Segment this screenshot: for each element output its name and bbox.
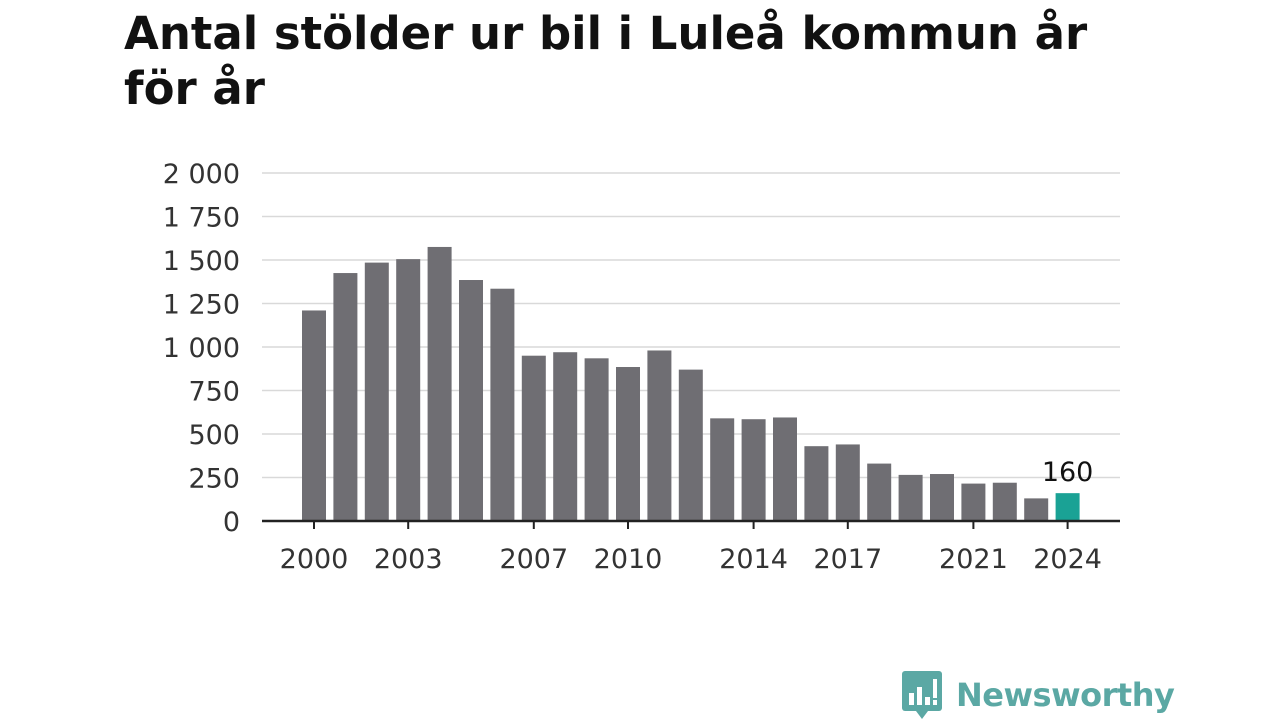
bar-2016: [804, 446, 829, 521]
bar-2024: [1055, 493, 1080, 521]
newsworthy-logo[interactable]: Newsworthy: [902, 671, 1175, 719]
x-tick-label: 2007: [499, 544, 568, 575]
x-tick-label: 2003: [374, 544, 443, 575]
data-label-2024: 160: [1042, 457, 1094, 488]
x-tick-label: 2000: [280, 544, 349, 575]
chart-title: Antal stölder ur bil i Luleå kommun år f…: [124, 7, 1088, 115]
bar-2009: [584, 358, 609, 521]
x-axis: 2000 2003 2007 2010 2014 2017 2021 2024: [262, 519, 1120, 575]
bar-2007: [521, 355, 546, 521]
y-axis-labels: 0 250 500 750 1 000 1 250 1 500 1 750 2 000: [163, 159, 240, 538]
x-tick-label: 2024: [1033, 544, 1102, 575]
bar-2014: [741, 419, 766, 521]
bar-2019: [898, 474, 923, 521]
y-tick-label: 1 250: [163, 290, 240, 321]
y-tick-label: 0: [223, 507, 240, 538]
x-tick-label: 2017: [813, 544, 882, 575]
y-tick-label: 1 750: [163, 203, 240, 234]
bar-2012: [678, 369, 703, 521]
bar-2023: [1024, 498, 1049, 521]
x-tick-label: 2021: [939, 544, 1008, 575]
bar-2005: [459, 280, 483, 521]
bar-2018: [867, 463, 892, 521]
bar-2011: [647, 350, 672, 521]
y-tick-label: 1 000: [163, 333, 240, 364]
bar-2002: [364, 262, 389, 521]
x-tick-label: 2010: [594, 544, 663, 575]
bar-2015: [773, 417, 797, 521]
bar-2017: [835, 444, 860, 521]
bar-2006: [490, 288, 515, 521]
y-tick-label: 250: [188, 464, 240, 495]
y-tick-label: 2 000: [163, 159, 240, 190]
bar-2008: [553, 352, 578, 521]
y-tick-label: 500: [188, 420, 240, 451]
newsworthy-logo-icon: [902, 671, 942, 719]
bar-2020: [930, 474, 954, 521]
annotations: 160: [1042, 457, 1094, 488]
bar-2004: [427, 246, 452, 521]
bar-2001: [333, 273, 358, 521]
y-tick-label: 1 500: [163, 246, 240, 277]
bar-2021: [961, 483, 986, 521]
bar-2000: [302, 310, 326, 521]
bar-2003: [396, 259, 421, 521]
bar-2010: [616, 367, 640, 521]
y-tick-label: 750: [188, 377, 240, 408]
brand-name: Newsworthy: [956, 676, 1175, 714]
bar-2013: [710, 418, 735, 521]
x-tick-label: 2014: [719, 544, 788, 575]
bars: [302, 246, 1080, 521]
bar-2022: [992, 482, 1017, 521]
